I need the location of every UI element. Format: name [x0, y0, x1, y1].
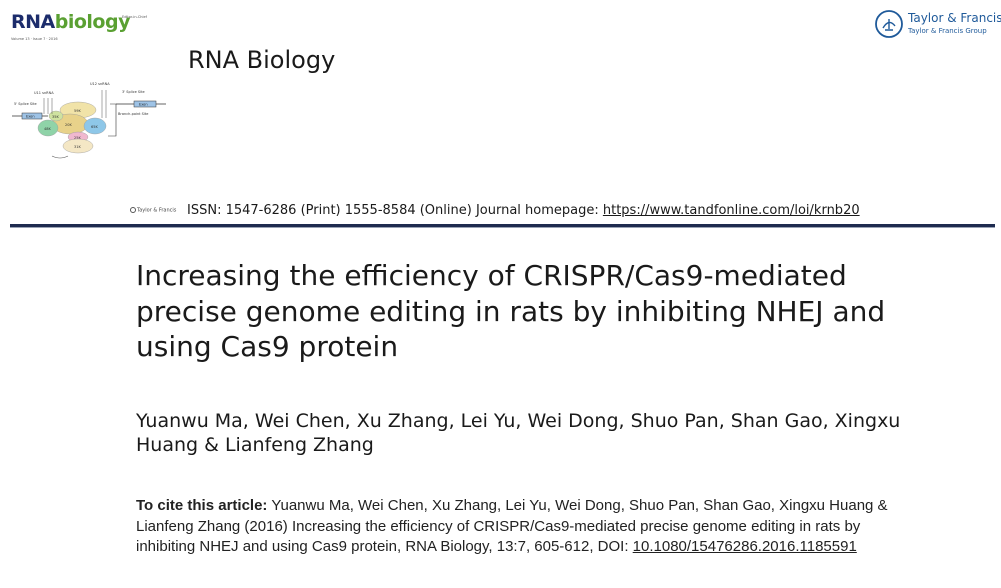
label-20k: 20K [65, 123, 72, 127]
citation-label: To cite this article: [136, 497, 268, 514]
label-31k: 31K [74, 145, 81, 149]
label-u11: U11 snRNA [34, 91, 54, 95]
header-divider [10, 224, 995, 227]
mini-publisher-icon [130, 207, 136, 213]
publisher-emblem-icon [875, 10, 903, 38]
article-title: Increasing the efficiency of CRISPR/Cas9… [136, 259, 886, 363]
label-exon-right: Exon [139, 103, 148, 107]
issn-text: ISSN: 1547-6286 (Print) 1555-8584 (Onlin… [187, 203, 603, 218]
label-59k: 59K [74, 109, 81, 113]
cover-volume-tag: Volume 13 · Issue 7 · 2016 [11, 37, 58, 41]
label-48k: 48K [44, 127, 51, 131]
mini-publisher-logo: Taylor & Francis [130, 207, 176, 214]
publisher-name: Taylor & Francis [908, 11, 1001, 25]
cover-logo-rna: RNA [11, 11, 56, 33]
spliceosome-diagram: U11 snRNA U12 snRNA 5' Splice Site 3' Sp… [12, 82, 166, 159]
doi-link[interactable]: 10.1080/15476286.2016.1185591 [632, 538, 857, 555]
label-65k: 65K [91, 125, 98, 129]
issn-line: ISSN: 1547-6286 (Print) 1555-8584 (Onlin… [187, 203, 860, 218]
journal-title: RNA Biology [188, 46, 336, 74]
label-u12: U12 snRNA [90, 82, 110, 86]
label-25k: 25K [74, 136, 81, 140]
publisher-logo[interactable]: Taylor & Francis Taylor & Francis Group [874, 8, 1001, 42]
label-branch-point: Branch-point Site [118, 112, 148, 116]
label-5-splice-site: 5' Splice Site [14, 102, 37, 106]
mini-publisher-label: Taylor & Francis [137, 207, 177, 214]
publisher-group: Taylor & Francis Group [908, 27, 987, 35]
label-exon-left: Exon [26, 115, 35, 119]
article-authors: Yuanwu Ma, Wei Chen, Xu Zhang, Lei Yu, W… [136, 410, 901, 456]
label-3-splice-site: 3' Splice Site [122, 90, 145, 94]
header-divider-shadow [10, 227, 995, 228]
cover-logo-biology: biology [55, 11, 131, 33]
citation-text: Yuanwu Ma, Wei Chen, Xu Zhang, Lei Yu, W… [136, 497, 888, 555]
journal-cover-thumbnail: RNAbiology Editor-in-Chief Volume 13 · I… [8, 6, 168, 166]
cover-editor-tag: Editor-in-Chief [122, 15, 148, 19]
journal-homepage-link[interactable]: https://www.tandfonline.com/loi/krnb20 [602, 203, 860, 218]
citation-block: To cite this article: Yuanwu Ma, Wei Che… [136, 496, 896, 558]
label-35k: 35K [52, 115, 59, 119]
cover-logo: RNAbiology [11, 11, 131, 33]
